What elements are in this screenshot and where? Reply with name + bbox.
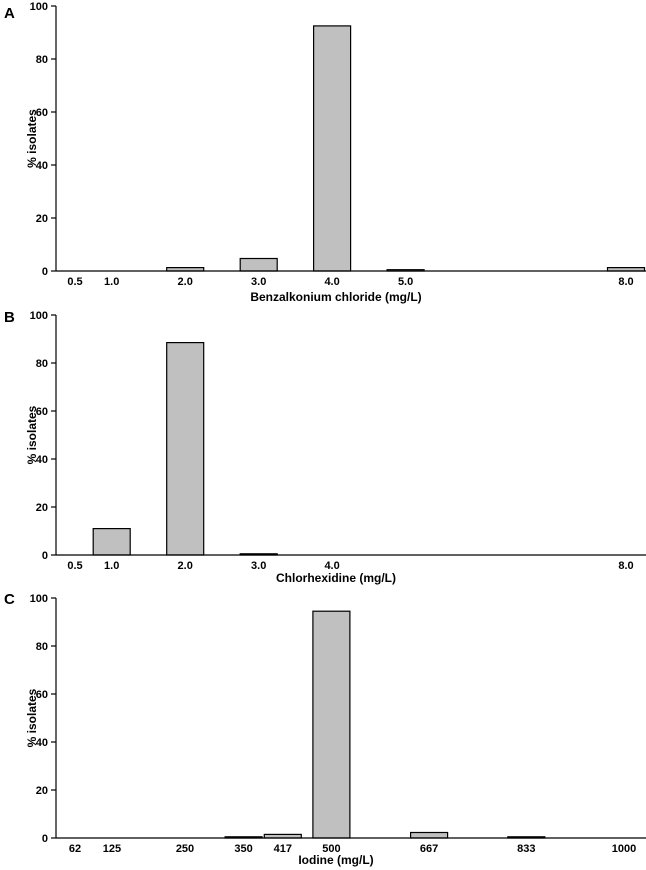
y-tick-label: 60 — [36, 689, 48, 701]
x-tick-label: 833 — [517, 843, 535, 855]
x-tick-label: 62 — [69, 843, 81, 855]
x-tick-label: 417 — [274, 843, 292, 855]
y-tick-label: 20 — [36, 502, 48, 514]
bar-667 — [410, 831, 449, 839]
x-tick-label: 250 — [176, 843, 194, 855]
y-tick-label: 80 — [36, 54, 48, 66]
bar-2.0 — [166, 342, 205, 556]
y-tick-label: 0 — [42, 550, 48, 562]
y-tick-label: 40 — [36, 454, 48, 466]
x-tick-label: 1.0 — [104, 560, 119, 572]
y-tick-label: 100 — [30, 310, 48, 322]
x-tick-label: 2.0 — [178, 276, 193, 288]
x-tick-label: 1.0 — [104, 276, 119, 288]
y-tick-label: 20 — [36, 785, 48, 797]
panel-letter: A — [4, 5, 15, 22]
x-tick-label: 0.5 — [67, 276, 82, 288]
y-tick-label: 100 — [30, 1, 48, 13]
y-tick-label: 0 — [42, 833, 48, 845]
x-tick-label: 0.5 — [67, 560, 82, 572]
panel-letter: B — [4, 309, 15, 326]
bar-1.0 — [92, 527, 131, 556]
x-tick-label: 3.0 — [251, 560, 266, 572]
x-tick-label: 5.0 — [398, 276, 413, 288]
x-tick-label: 8.0 — [618, 560, 633, 572]
y-tick-label: 100 — [30, 593, 48, 605]
x-tick-label: 500 — [322, 843, 340, 855]
x-axis-title: Iodine (mg/L) — [298, 853, 373, 867]
x-tick-label: 1000 — [612, 843, 636, 855]
x-tick-label: 4.0 — [324, 560, 339, 572]
y-tick-label: 80 — [36, 641, 48, 653]
panel-letter: C — [4, 591, 15, 608]
x-tick-label: 2.0 — [178, 560, 193, 572]
bar-4.0 — [313, 25, 352, 272]
y-tick-label: 20 — [36, 213, 48, 225]
y-tick-label: 40 — [36, 737, 48, 749]
x-axis-title: Chlorhexidine (mg/L) — [276, 571, 396, 585]
x-tick-label: 350 — [234, 843, 252, 855]
bar-3.0 — [239, 257, 278, 272]
bar-500 — [312, 610, 351, 839]
y-axis-title: % isolates — [25, 405, 39, 464]
x-tick-label: 125 — [103, 843, 121, 855]
x-tick-label: 667 — [420, 843, 438, 855]
y-tick-label: 40 — [36, 160, 48, 172]
x-axis-title: Benzalkonium chloride (mg/L) — [250, 290, 421, 304]
x-tick-label: 8.0 — [618, 276, 633, 288]
x-tick-label: 4.0 — [324, 276, 339, 288]
y-axis-title: % isolates — [25, 688, 39, 747]
y-tick-label: 60 — [36, 406, 48, 418]
y-axis-title: % isolates — [25, 109, 39, 168]
y-tick-label: 80 — [36, 358, 48, 370]
x-tick-label: 3.0 — [251, 276, 266, 288]
y-tick-label: 60 — [36, 107, 48, 119]
y-tick-label: 0 — [42, 266, 48, 278]
